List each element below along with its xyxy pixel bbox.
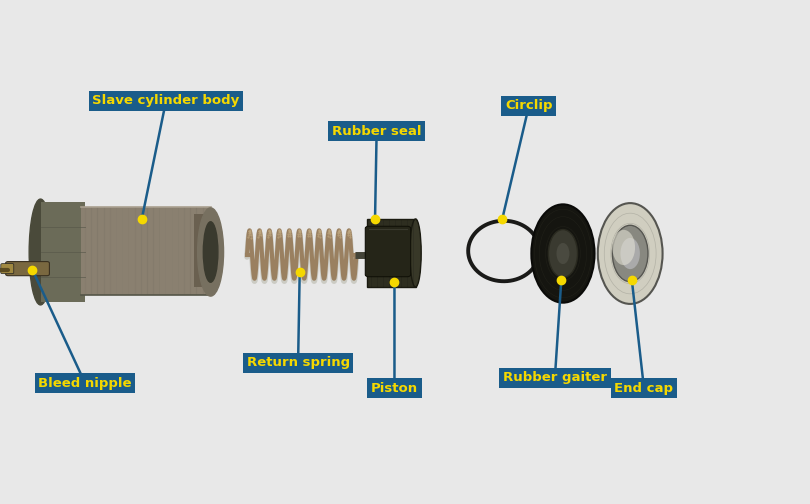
- Ellipse shape: [548, 230, 578, 277]
- Ellipse shape: [29, 199, 52, 305]
- FancyBboxPatch shape: [40, 202, 85, 302]
- Ellipse shape: [531, 205, 595, 302]
- Text: Rubber seal: Rubber seal: [332, 124, 421, 138]
- FancyBboxPatch shape: [365, 226, 411, 277]
- Text: Rubber gaiter: Rubber gaiter: [503, 371, 607, 385]
- Ellipse shape: [620, 238, 640, 269]
- Ellipse shape: [556, 243, 569, 264]
- Text: Circlip: Circlip: [505, 99, 552, 112]
- Ellipse shape: [198, 208, 224, 296]
- Text: Piston: Piston: [371, 382, 418, 395]
- Text: Return spring: Return spring: [246, 356, 350, 369]
- Ellipse shape: [410, 219, 421, 287]
- Ellipse shape: [612, 225, 648, 282]
- Ellipse shape: [203, 222, 218, 282]
- Ellipse shape: [612, 230, 635, 265]
- Ellipse shape: [598, 203, 663, 304]
- FancyBboxPatch shape: [6, 262, 49, 276]
- FancyBboxPatch shape: [194, 214, 211, 287]
- Text: Bleed nipple: Bleed nipple: [38, 376, 132, 390]
- FancyBboxPatch shape: [1, 264, 14, 274]
- Text: End cap: End cap: [615, 382, 673, 395]
- FancyBboxPatch shape: [367, 219, 416, 287]
- FancyBboxPatch shape: [81, 207, 211, 295]
- Text: Slave cylinder body: Slave cylinder body: [92, 94, 240, 107]
